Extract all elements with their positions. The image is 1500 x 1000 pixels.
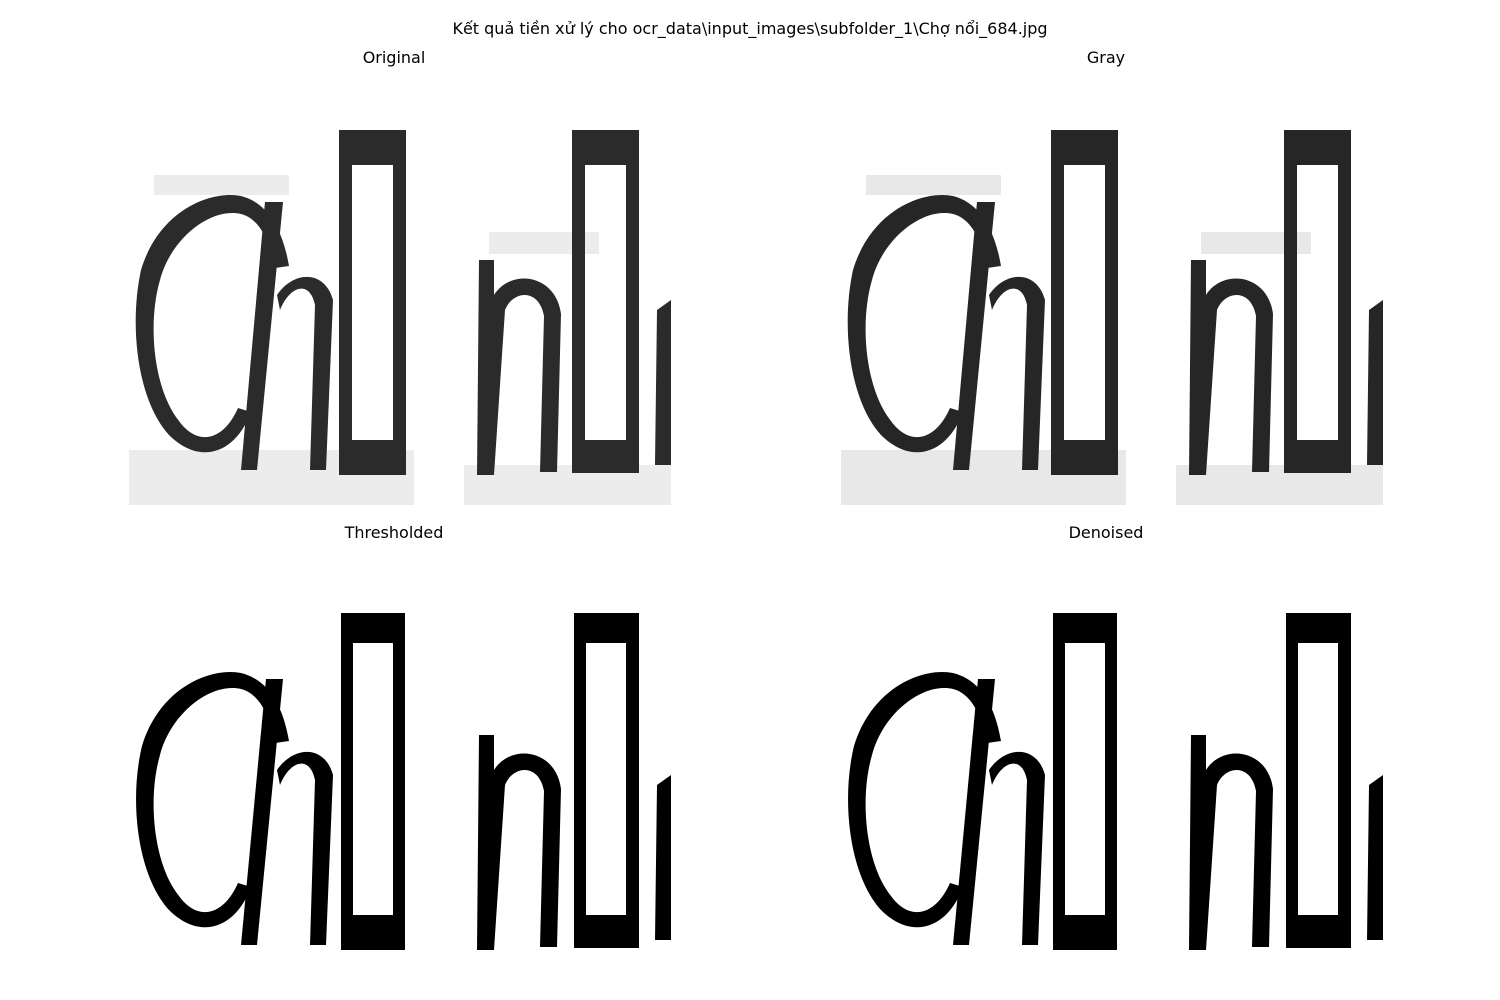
- panel-title-gray: Gray: [1086, 48, 1126, 67]
- thresholded-handwriting-image: [136, 613, 671, 950]
- denoised-handwriting-image: [848, 613, 1383, 950]
- panel-title-original: Original: [362, 48, 426, 67]
- denoised-written-text-cho: [848, 613, 1117, 950]
- gray-written-text-cho: [847, 130, 1118, 475]
- gray-handwriting-image: [841, 130, 1383, 505]
- original-written-text-cho: [135, 130, 406, 475]
- original-handwriting-image: [129, 130, 671, 505]
- gray-image-panel: [841, 120, 1383, 510]
- gray-written-text-noi: [1189, 130, 1383, 475]
- thresholded-written-text-noi: [477, 613, 671, 950]
- denoised-written-text-noi: [1189, 613, 1383, 950]
- panel-title-thresholded: Thresholded: [344, 523, 444, 542]
- panel-title-denoised: Denoised: [1068, 523, 1144, 542]
- original-image-panel: [129, 120, 671, 510]
- figure-suptitle: Kết quả tiền xử lý cho ocr_data\input_im…: [452, 19, 1048, 38]
- denoised-image-panel: [841, 595, 1383, 985]
- original-written-text-noi: [477, 130, 671, 475]
- thresholded-written-text-cho: [136, 613, 405, 950]
- thresholded-image-panel: [129, 595, 671, 985]
